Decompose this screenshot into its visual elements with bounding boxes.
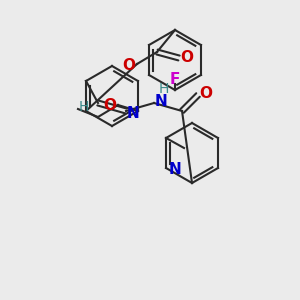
Text: O: O: [181, 50, 194, 65]
Text: O: O: [200, 85, 212, 100]
Text: N: N: [169, 163, 182, 178]
Text: O: O: [103, 98, 116, 112]
Text: O: O: [122, 58, 136, 73]
Text: N: N: [127, 106, 140, 121]
Text: F: F: [170, 73, 180, 88]
Text: H: H: [79, 100, 89, 114]
Text: N: N: [154, 94, 167, 109]
Text: H: H: [159, 82, 169, 96]
